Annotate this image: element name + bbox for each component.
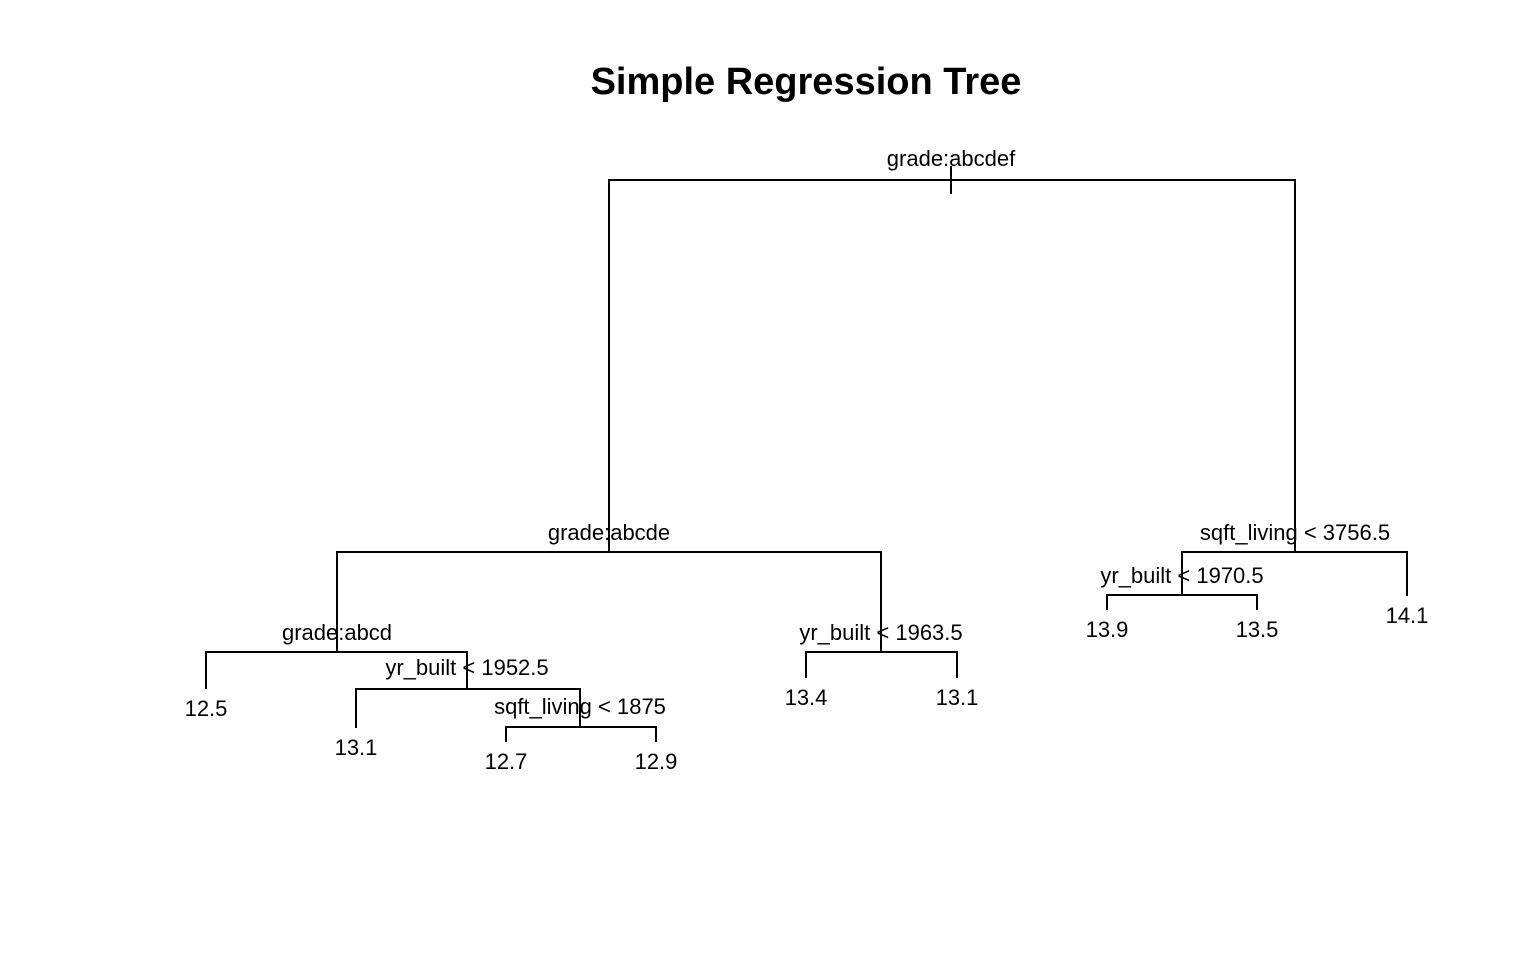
yr-built-1963-branch (805, 651, 958, 678)
leaf-value: 13.1 (936, 685, 979, 710)
split-label-sqft-living-3756: sqft_living < 3756.5 (1200, 520, 1390, 545)
leaf-value: 12.5 (185, 696, 228, 721)
grade-abcde-branch (336, 551, 882, 652)
split-label-grade-abcd: grade:abcd (282, 620, 392, 645)
leaf-value: 12.7 (485, 749, 528, 774)
split-labels: grade:abcdef grade:abcde sqft_living < 3… (282, 146, 1390, 719)
grade-abcd-branch (205, 651, 468, 689)
leaf-value: 13.1 (335, 735, 378, 760)
split-label-yr-built-1970: yr_built < 1970.5 (1100, 563, 1263, 588)
sqft-living-1875-branch (505, 726, 657, 742)
split-label-sqft-living-1875: sqft_living < 1875 (494, 694, 666, 719)
yr-built-1970-branch (1106, 594, 1258, 610)
split-label-yr-built-1963: yr_built < 1963.5 (799, 620, 962, 645)
split-label-yr-built-1952: yr_built < 1952.5 (385, 655, 548, 680)
split-label-grade-abcde: grade:abcde (548, 520, 670, 545)
sqft-living-3756-branch (1181, 551, 1408, 596)
leaf-value: 14.1 (1386, 603, 1429, 628)
leaf-value: 13.5 (1236, 617, 1279, 642)
split-label-root: grade:abcdef (887, 146, 1016, 171)
tree-edges (205, 166, 1408, 742)
leaf-labels: 12.5 13.1 12.7 12.9 13.4 13.1 13.9 13.5 … (185, 603, 1429, 774)
leaf-value: 12.9 (635, 749, 678, 774)
leaf-value: 13.4 (785, 685, 828, 710)
root-branch (608, 179, 1296, 552)
leaf-value: 13.9 (1086, 617, 1129, 642)
chart-title: Simple Regression Tree (591, 61, 1022, 103)
yr-built-1952-branch (355, 688, 581, 728)
